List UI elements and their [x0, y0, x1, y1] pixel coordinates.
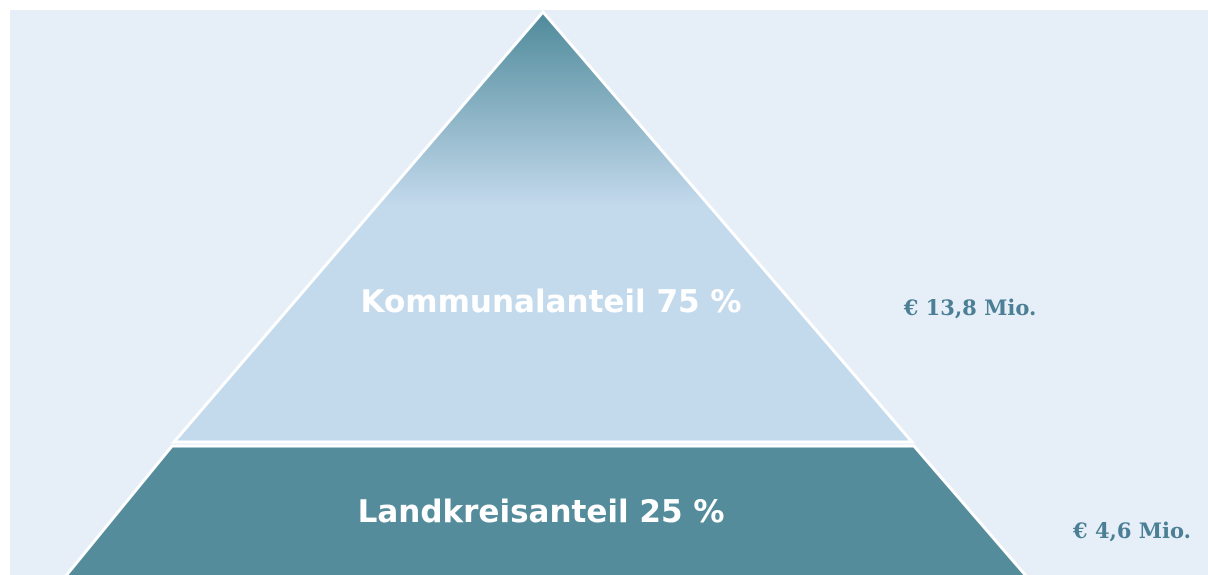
layer-amount: € 13,8 Mio. — [903, 295, 1037, 320]
pyramid-top — [170, 9, 916, 444]
layer-amount: € 4,6 Mio. — [1072, 518, 1191, 543]
layer-label: Landkreisanteil 25 % — [358, 494, 725, 530]
pyramid-base — [64, 444, 1028, 575]
layer-label: Kommunalanteil 75 % — [361, 284, 742, 320]
